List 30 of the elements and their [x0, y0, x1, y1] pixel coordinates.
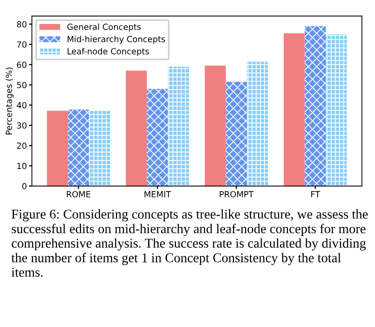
bar	[326, 34, 347, 186]
bar	[88, 110, 110, 186]
bar	[246, 62, 268, 186]
bar	[304, 26, 326, 186]
bar	[204, 66, 226, 186]
y-tick-label: 40	[16, 102, 26, 108]
bar	[226, 82, 247, 186]
legend-label: Leaf-node Concepts	[68, 48, 149, 56]
legend-label: Mid-hierarchy Concepts	[68, 36, 166, 44]
bar	[146, 88, 168, 186]
y-tick-label: 80	[16, 21, 26, 28]
x-tick-label: MEMIT	[144, 191, 172, 198]
bar	[168, 66, 189, 186]
y-tick-label: 20	[17, 142, 26, 149]
y-tick-label: 0	[22, 183, 26, 190]
y-tick-label: 10	[17, 162, 26, 170]
bar	[46, 110, 68, 186]
y-tick-label: 60	[16, 62, 26, 68]
bar	[126, 70, 147, 186]
x-tick-label: ROME	[66, 191, 90, 198]
y-tick-label: 50	[17, 82, 26, 88]
y-tick-label: 70	[17, 41, 26, 48]
y-tick-label: 30	[17, 122, 26, 129]
y-axis-title: Percentages (%)	[6, 68, 14, 134]
bar	[284, 33, 305, 186]
x-tick-label: PROMPT	[220, 191, 254, 198]
bar	[68, 110, 89, 186]
x-tick-label: FT	[311, 191, 320, 198]
caption: Figure 6: Considering concepts as tree-like structure, we assess the successful edits on mid-hierarchy and leaf-node concepts for more comprehensive analysis. The success rate is calculated by dividing the number of items get 1 in Concept Consistency by the total items.	[11, 209, 368, 277]
legend-label: General Concepts	[67, 24, 141, 32]
